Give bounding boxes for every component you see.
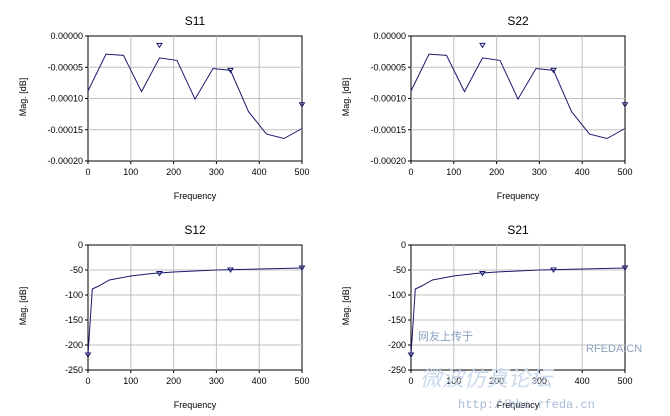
y-tick-label: -0.00015 — [47, 125, 83, 135]
y-tick-label: -150 — [388, 315, 406, 325]
y-tick-label: -200 — [388, 340, 406, 350]
x-tick-label: 200 — [166, 167, 181, 177]
marker-triangle — [621, 102, 629, 108]
marker-triangle — [84, 352, 92, 358]
x-tick-label: 200 — [489, 167, 504, 177]
chart-s22: S22 Frequency Mag. [dB] 0 100 200 300 400 500… — [341, 14, 633, 201]
x-tick-label: 100 — [123, 376, 138, 386]
chart-title: S11 — [185, 14, 206, 28]
marker-triangle — [407, 352, 415, 358]
y-tick-label: -100 — [65, 290, 83, 300]
series-line — [410, 267, 626, 356]
marker-triangle — [621, 265, 629, 271]
x-tick-label: 400 — [252, 376, 267, 386]
x-tick-label: 100 — [446, 376, 461, 386]
marker-triangle — [227, 267, 234, 273]
y-tick-label: -250 — [388, 365, 406, 375]
y-tick-label: -0.00005 — [47, 62, 83, 72]
x-axis-label: Frequency — [497, 191, 540, 201]
x-tick-label: 0 — [85, 167, 90, 177]
marker-triangle — [550, 267, 557, 273]
x-axis-label: Frequency — [174, 191, 217, 201]
chart-title: S12 — [184, 223, 206, 237]
x-tick-label: 200 — [489, 376, 504, 386]
x-tick-label: 300 — [532, 167, 547, 177]
chart-s11: S11 Frequency Mag. [dB] 0 100 200 300 400 500… — [18, 14, 310, 201]
y-tick-label: -0.00005 — [370, 62, 406, 72]
chart-s12: S12 Frequency Mag. [dB] 0 100 200 300 400 500… — [18, 223, 310, 410]
chart-title: S22 — [507, 14, 529, 28]
y-axis-label: Mag. [dB] — [341, 287, 351, 326]
y-tick-label: 0 — [78, 240, 83, 250]
y-tick-label: -50 — [70, 265, 83, 275]
x-axis-label: Frequency — [174, 400, 217, 410]
y-tick-label: 0.00000 — [373, 31, 406, 41]
x-tick-label: 500 — [617, 376, 632, 386]
y-axis-label: Mag. [dB] — [18, 78, 28, 117]
x-axis-label: Frequency — [497, 400, 540, 410]
chart-s21: S21 Frequency Mag. [dB] 0 100 200 300 400 500… — [341, 223, 633, 410]
x-tick-label: 300 — [209, 167, 224, 177]
watermark-brand: RFEDA.CN — [586, 343, 642, 355]
x-tick-label: 500 — [294, 376, 309, 386]
watermark-script: 微波仿真论坛 — [420, 367, 554, 392]
y-axis-label: Mag. [dB] — [341, 78, 351, 117]
x-tick-label: 0 — [85, 376, 90, 386]
y-tick-label: -200 — [65, 340, 83, 350]
y-tick-label: 0 — [401, 240, 406, 250]
x-tick-label: 300 — [209, 376, 224, 386]
series-line — [87, 53, 303, 140]
x-tick-label: 500 — [617, 167, 632, 177]
marker-triangle — [156, 42, 163, 49]
y-tick-label: -150 — [65, 315, 83, 325]
y-axis-label: Mag. [dB] — [18, 287, 28, 326]
y-tick-label: -0.00010 — [370, 94, 406, 104]
watermark-url: http://bbs.rfeda.cn — [458, 398, 595, 412]
x-tick-label: 100 — [446, 167, 461, 177]
x-tick-label: 400 — [252, 167, 267, 177]
y-tick-label: -0.00020 — [370, 156, 406, 166]
y-tick-label: -50 — [393, 265, 406, 275]
marker-triangle — [550, 67, 557, 74]
plot-area — [410, 244, 626, 371]
x-tick-label: 300 — [532, 376, 547, 386]
x-tick-label: 400 — [575, 167, 590, 177]
x-tick-label: 500 — [294, 167, 309, 177]
series-line — [410, 53, 626, 140]
x-tick-label: 400 — [575, 376, 590, 386]
marker-triangle — [479, 271, 486, 277]
watermark: 网友上传于 RFEDA.CN 微波仿真论坛 http://bbs.rfeda.c… — [418, 329, 642, 412]
y-tick-label: -0.00010 — [47, 94, 83, 104]
marker-triangle — [298, 265, 306, 271]
watermark-caption: 网友上传于 — [418, 329, 473, 343]
y-tick-label: -250 — [65, 365, 83, 375]
chart-title: S21 — [507, 223, 529, 237]
marker-triangle — [156, 271, 163, 277]
marker-triangle — [227, 67, 234, 74]
x-tick-label: 0 — [408, 167, 413, 177]
y-tick-label: -0.00020 — [47, 156, 83, 166]
plot-area — [87, 244, 303, 371]
x-tick-label: 100 — [123, 167, 138, 177]
marker-triangle — [298, 102, 306, 108]
series-line — [87, 267, 303, 356]
x-tick-label: 0 — [408, 376, 413, 386]
marker-triangle — [479, 42, 486, 49]
y-tick-label: -100 — [388, 290, 406, 300]
y-tick-label: 0.00000 — [50, 31, 83, 41]
x-tick-label: 200 — [166, 376, 181, 386]
y-tick-label: -0.00015 — [370, 125, 406, 135]
